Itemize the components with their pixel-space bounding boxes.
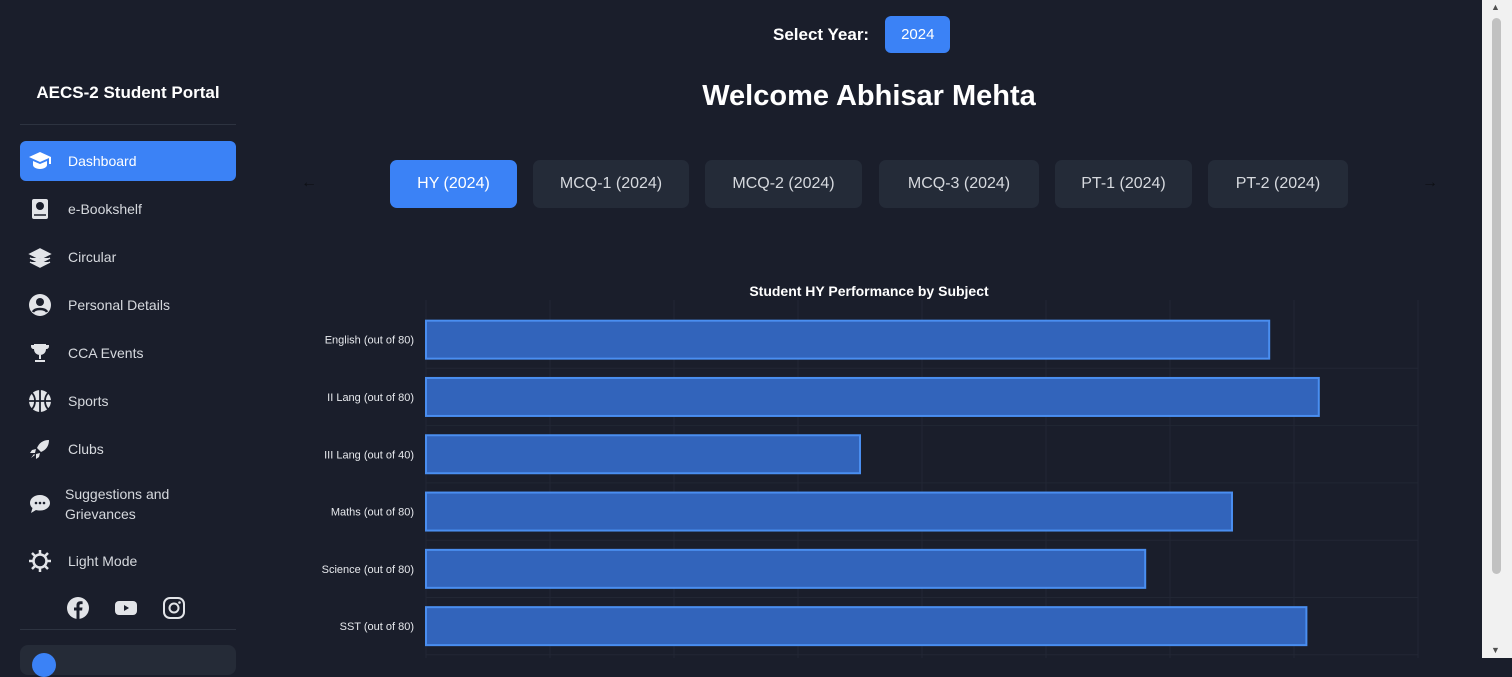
divider — [20, 629, 236, 630]
youtube-icon[interactable] — [114, 596, 138, 620]
year-dropdown[interactable]: 2024 — [885, 16, 951, 53]
y-tick-label: Science (out of 80) — [322, 564, 414, 576]
user-circle-icon — [27, 292, 53, 318]
y-tick-label: Maths (out of 80) — [331, 507, 414, 519]
basketball-icon — [27, 388, 53, 414]
chart-title: Student HY Performance by Subject — [749, 283, 989, 299]
tab-hy-2024[interactable]: HY (2024) — [390, 160, 517, 208]
arrow-left-icon[interactable]: ← — [301, 174, 317, 191]
newspaper-stack-icon — [27, 244, 53, 270]
sidebar-item-circular[interactable]: Circular — [20, 237, 236, 277]
scrollbar[interactable]: ▲ ▼ — [1482, 0, 1512, 658]
avatar — [32, 653, 56, 677]
arrow-right-icon[interactable]: → — [1422, 174, 1438, 191]
sidebar-item-label: e-Bookshelf — [68, 201, 142, 217]
chat-bubble-icon — [27, 491, 53, 517]
bar — [425, 434, 861, 475]
y-tick-label: English (out of 80) — [325, 335, 414, 347]
sidebar-item-label: Dashboard — [68, 153, 137, 169]
bar — [425, 319, 1271, 360]
instagram-icon[interactable] — [162, 596, 186, 620]
sidebar: AECS-2 Student Portal Dashboard e-Bookshe… — [0, 0, 256, 677]
sidebar-item-label: Circular — [68, 249, 117, 265]
sidebar-item-light-mode[interactable]: Light Mode — [20, 541, 236, 581]
sidebar-item-personal-details[interactable]: Personal Details — [20, 285, 236, 325]
profile-card[interactable] — [20, 645, 236, 677]
sidebar-item-cca-events[interactable]: CCA Events — [20, 333, 236, 373]
sidebar-item-sports[interactable]: Sports — [20, 381, 236, 421]
bar-chart: English (out of 80) II Lang (out of 80) II… — [322, 300, 1419, 658]
sidebar-item-label: Clubs — [68, 441, 104, 457]
sidebar-item-label: CCA Events — [68, 345, 144, 361]
graduation-cap-icon — [27, 148, 53, 174]
sun-icon — [27, 548, 53, 574]
sidebar-item-suggestions-and-grievances[interactable]: Suggestions and Grievances — [20, 480, 236, 528]
book-globe-icon — [27, 196, 53, 222]
sidebar-item-label: Personal Details — [68, 297, 170, 313]
sidebar-item-label: Light Mode — [68, 553, 138, 569]
sidebar-item-dashboard[interactable]: Dashboard — [20, 141, 236, 181]
sidebar-item-label: Sports — [68, 393, 109, 409]
year-selector: Select Year: 2024 — [773, 16, 951, 53]
y-tick-label: SST (out of 80) — [340, 621, 414, 633]
rocket-icon — [27, 436, 53, 462]
tab-pt-1-2024[interactable]: PT-1 (2024) — [1055, 160, 1192, 208]
sidebar-item-e-bookshelf[interactable]: e-Bookshelf — [20, 189, 236, 229]
divider — [20, 124, 236, 125]
sidebar-item-label: Suggestions and Grievances — [65, 486, 170, 522]
scroll-down-icon[interactable]: ▼ — [1491, 645, 1500, 655]
year-label: Select Year: — [773, 24, 870, 44]
bar — [425, 491, 1233, 532]
scroll-up-icon[interactable]: ▲ — [1491, 2, 1500, 12]
bar — [425, 606, 1308, 647]
sidebar-item-clubs[interactable]: Clubs — [20, 429, 236, 469]
trophy-icon — [27, 340, 53, 366]
tab-mcq-3-2024[interactable]: MCQ-3 (2024) — [879, 160, 1039, 208]
page-title: Welcome Abhisar Mehta — [702, 80, 1036, 112]
tab-pt-2-2024[interactable]: PT-2 (2024) — [1208, 160, 1348, 208]
portal-title: AECS-2 Student Portal — [36, 83, 220, 102]
scrollbar-thumb[interactable] — [1492, 18, 1501, 574]
y-tick-label: II Lang (out of 80) — [327, 392, 414, 404]
bar — [425, 548, 1147, 589]
tab-mcq-1-2024[interactable]: MCQ-1 (2024) — [533, 160, 689, 208]
facebook-icon[interactable] — [66, 596, 90, 620]
tab-mcq-2-2024[interactable]: MCQ-2 (2024) — [705, 160, 862, 208]
bar — [425, 376, 1320, 417]
social-links — [66, 596, 186, 620]
y-tick-label: III Lang (out of 40) — [324, 449, 414, 461]
